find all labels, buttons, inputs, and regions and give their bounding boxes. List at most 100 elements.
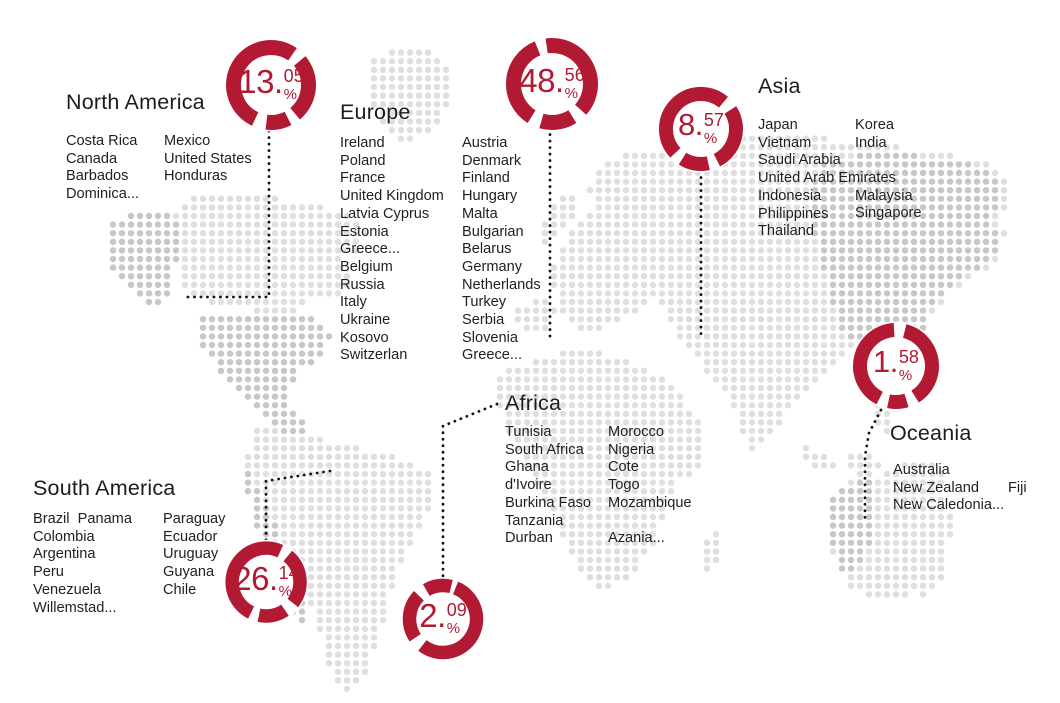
region-title-asia: Asia — [758, 74, 801, 98]
country-list-europe-2: Austria Denmark Finland Hungary Malta Bu… — [462, 135, 541, 365]
donut-segment — [678, 152, 710, 171]
donut-segment — [506, 41, 541, 124]
percent-sign: % — [564, 84, 579, 102]
country: Vietnam — [758, 134, 812, 151]
country: Tanzania — [505, 512, 564, 529]
country: Belarus — [462, 241, 512, 258]
donut-segment — [225, 541, 284, 619]
country — [855, 170, 922, 188]
country: India — [855, 134, 887, 151]
leader-line — [863, 408, 883, 524]
country: Turkey — [462, 294, 507, 311]
country-list-asia-1: Japan Vietnam Saudi Arabia United Arab E… — [758, 117, 896, 241]
country-list-africa-1: Tunisia South Africa Ghana d'Ivoire Burk… — [505, 424, 591, 548]
country: Fiji — [1008, 479, 1027, 496]
country — [1008, 462, 1027, 480]
country: Malta — [462, 205, 498, 222]
donut-segment — [257, 604, 289, 623]
country: Durban — [505, 530, 553, 547]
country: Mozambique — [608, 494, 692, 511]
country: Honduras — [164, 168, 228, 185]
country: Nigeria — [608, 441, 655, 458]
country: Netherlands — [462, 276, 541, 293]
country — [855, 223, 922, 241]
country: Azania... — [608, 530, 665, 547]
country: Slovenia — [462, 329, 518, 346]
country: Belgium — [340, 258, 393, 275]
country-list-oceania-1: Australia New Zealand New Caledonia... — [893, 462, 1004, 515]
country: Philippines — [758, 205, 829, 222]
country: Mexico — [164, 133, 211, 149]
percent-main: 1 — [873, 343, 890, 379]
leader-line — [264, 469, 332, 543]
donut-label-south-america: 26. 14 % — [233, 559, 299, 600]
percent-decimals: 09 — [446, 599, 467, 620]
country: Ireland — [340, 135, 385, 151]
country-list-north-america-1: Costa Rica Canada Barbados Dominica... — [66, 133, 139, 204]
country: Brazil Panama — [33, 511, 132, 527]
percent-decimals: 58 — [898, 346, 919, 367]
percent-decimals: 57 — [703, 109, 724, 130]
country-list-europe-1: Ireland Poland France United Kingdom Lat… — [340, 135, 444, 365]
percent-main: 13 — [238, 62, 275, 100]
region-title-south-america: South America — [33, 476, 176, 500]
donut-segment — [283, 550, 307, 608]
country-list-north-america-2: Mexico United States Honduras — [164, 133, 252, 186]
country: Paraguay — [163, 511, 226, 527]
percent-dot: . — [555, 61, 564, 99]
percent-decimals: 14 — [278, 562, 299, 583]
country: Barbados — [66, 168, 129, 185]
donut-segment — [422, 578, 453, 597]
country-list-africa-2: Morocco Nigeria Cote Togo Mozambique Aza… — [608, 424, 692, 548]
donut-segment — [265, 111, 292, 130]
country: Togo — [608, 477, 640, 494]
country: Guyana — [163, 564, 215, 581]
donut-segment — [713, 106, 743, 167]
country: Finland — [462, 170, 510, 187]
country: Chile — [163, 581, 197, 598]
percent-dot: . — [437, 596, 446, 634]
country: Greece... — [462, 347, 523, 364]
country-list-south-america-1: Brazil Panama Colombia Argentina Peru Ve… — [33, 511, 132, 617]
country: d'Ivoire — [505, 477, 552, 494]
country: Korea — [855, 117, 894, 133]
country: Ecuador — [163, 528, 218, 545]
country: Cote — [608, 459, 639, 476]
country: Poland — [340, 152, 386, 169]
percent-dot: . — [694, 106, 704, 142]
region-title-north-america: North America — [66, 90, 205, 114]
region-title-africa: Africa — [505, 391, 562, 415]
donut-segment — [887, 393, 909, 409]
percent-dot: . — [274, 62, 283, 100]
country: United States — [164, 150, 252, 167]
donut-label-africa: 2. 09 % — [419, 596, 467, 636]
percent-sign: % — [898, 366, 913, 384]
donut-label-asia: 8. 57 % — [678, 106, 724, 146]
country-list-oceania-2: Fiji — [1008, 462, 1027, 515]
country: United Kingdom — [340, 188, 444, 205]
country: Serbia — [462, 312, 505, 329]
country: France — [340, 170, 386, 187]
donut-segment — [853, 323, 895, 405]
country: Uruguay — [163, 546, 219, 563]
country: Colombia — [33, 528, 95, 545]
country: Willemstad... — [33, 599, 117, 616]
leader-line — [184, 129, 271, 299]
percent-main: 48 — [519, 61, 556, 99]
country: Ghana — [505, 459, 549, 476]
country: Germany — [462, 258, 523, 275]
percent-dot: . — [269, 559, 278, 597]
country: Italy — [340, 294, 367, 311]
country: Peru — [33, 564, 64, 581]
country-list-south-america-2: Paraguay Ecuador Uruguay Guyana Chile — [163, 511, 225, 600]
country — [608, 513, 692, 531]
country: Burkina Faso — [505, 494, 591, 511]
percent-sign: % — [278, 582, 293, 600]
percent-dot: . — [889, 343, 899, 379]
donut-segment — [402, 591, 425, 642]
country — [1008, 497, 1027, 515]
country: Malaysia — [855, 187, 913, 204]
country — [855, 152, 922, 170]
donut-label-europe: 48. 56 % — [519, 61, 584, 102]
